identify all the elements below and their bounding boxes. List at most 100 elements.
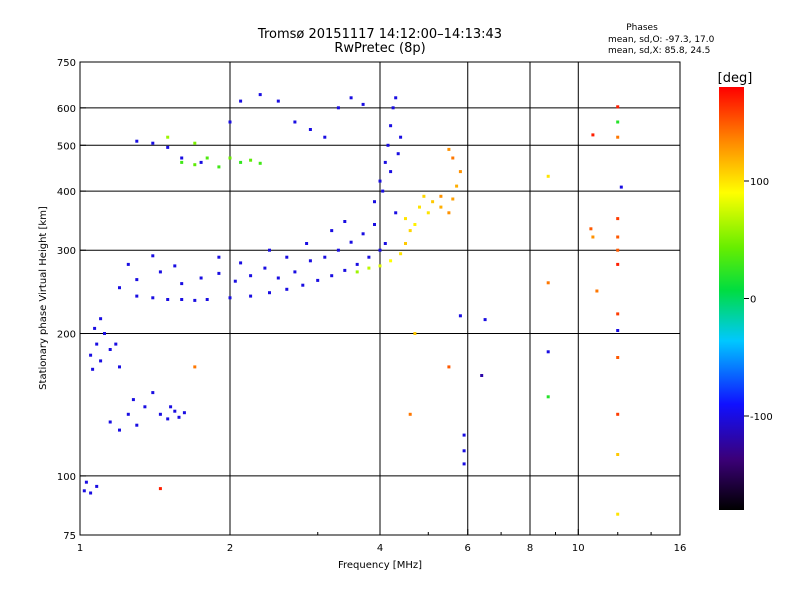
data-point <box>389 170 393 174</box>
data-point <box>361 232 365 236</box>
data-point <box>323 135 327 139</box>
data-point <box>293 270 297 274</box>
axis-ticks: 1 2 4 6 8 10 16 75 100 200 300 400 500 600 750 <box>57 58 686 554</box>
data-point <box>166 135 170 139</box>
data-point <box>276 276 280 280</box>
data-point <box>378 179 382 183</box>
data-point <box>383 242 387 245</box>
data-point <box>91 367 95 371</box>
data-point <box>89 491 93 495</box>
colorbar-tick-label: 0 <box>750 295 756 306</box>
data-point <box>285 255 289 259</box>
data-point <box>166 417 170 421</box>
data-point <box>276 99 280 103</box>
data-point <box>173 264 177 268</box>
data-point <box>126 262 130 266</box>
y-tick-label: 750 <box>57 58 76 69</box>
data-point <box>308 259 312 263</box>
data-point <box>158 412 162 416</box>
data-point <box>108 420 112 424</box>
data-point <box>263 266 267 270</box>
data-point <box>217 165 221 169</box>
y-tick-label: 400 <box>57 187 76 198</box>
data-point <box>323 255 327 259</box>
data-point <box>413 332 417 335</box>
info-heading: Phases <box>626 23 658 33</box>
data-point <box>285 287 289 291</box>
data-point <box>118 286 121 290</box>
data-point <box>151 141 155 145</box>
data-point <box>336 106 340 110</box>
data-point <box>199 160 203 164</box>
data-point <box>458 170 462 174</box>
data-point <box>217 255 221 259</box>
data-point <box>308 128 312 131</box>
data-point <box>378 264 382 268</box>
data-point <box>135 278 139 282</box>
chart-title: Tromsø 20151117 14:12:00–14:13:43 <box>257 27 502 42</box>
data-point <box>99 359 103 363</box>
data-point <box>316 278 320 282</box>
colorbar-tick-label: -100 <box>750 412 773 423</box>
data-point <box>349 96 353 100</box>
x-tick-label: 2 <box>227 543 233 554</box>
data-point <box>95 484 99 488</box>
data-point <box>193 298 197 302</box>
data-point <box>399 135 403 139</box>
y-tick-label: 500 <box>57 141 76 152</box>
data-point <box>193 365 197 369</box>
data-point <box>305 242 309 245</box>
data-point <box>205 298 209 301</box>
x-tick-label: 6 <box>465 543 471 554</box>
data-point <box>591 235 595 239</box>
data-point <box>293 120 297 124</box>
data-point <box>462 449 466 453</box>
data-point <box>616 329 620 332</box>
data-point <box>616 512 620 516</box>
data-point <box>616 120 620 124</box>
data-point <box>158 487 162 491</box>
data-point <box>169 405 173 409</box>
chart-subtitle: RwPretec (8p) <box>334 41 425 56</box>
data-point <box>239 99 243 103</box>
data-point <box>447 365 451 369</box>
data-point <box>381 189 385 193</box>
y-tick-label: 75 <box>63 531 76 542</box>
data-point <box>373 223 376 226</box>
data-point <box>396 152 400 156</box>
data-points <box>82 93 623 516</box>
data-point <box>158 270 162 274</box>
data-point <box>89 353 93 357</box>
data-point <box>399 252 403 256</box>
colorbar-ticks: 100 0 -100 <box>744 177 773 423</box>
data-point <box>394 211 398 215</box>
data-point <box>99 317 103 321</box>
data-point <box>408 412 412 416</box>
data-point <box>114 342 118 346</box>
data-point <box>373 200 376 204</box>
data-point <box>118 365 121 369</box>
data-point <box>418 205 421 209</box>
data-point <box>616 248 620 252</box>
data-point <box>619 185 623 189</box>
data-point <box>616 135 620 139</box>
data-point <box>118 428 121 432</box>
data-point <box>546 281 550 285</box>
data-point <box>180 156 184 160</box>
data-point <box>180 282 184 286</box>
data-point <box>249 274 253 278</box>
data-point <box>193 163 197 167</box>
data-point <box>413 223 417 226</box>
x-tick-label: 8 <box>527 543 533 554</box>
data-point <box>135 139 139 143</box>
data-point <box>439 205 443 209</box>
data-point <box>249 158 253 162</box>
y-tick-label: 600 <box>57 104 76 115</box>
data-point <box>422 194 426 198</box>
data-point <box>239 261 243 265</box>
data-point <box>455 184 459 188</box>
data-point <box>151 254 155 258</box>
data-point <box>151 296 155 300</box>
data-point <box>404 217 407 221</box>
data-point <box>394 96 398 100</box>
